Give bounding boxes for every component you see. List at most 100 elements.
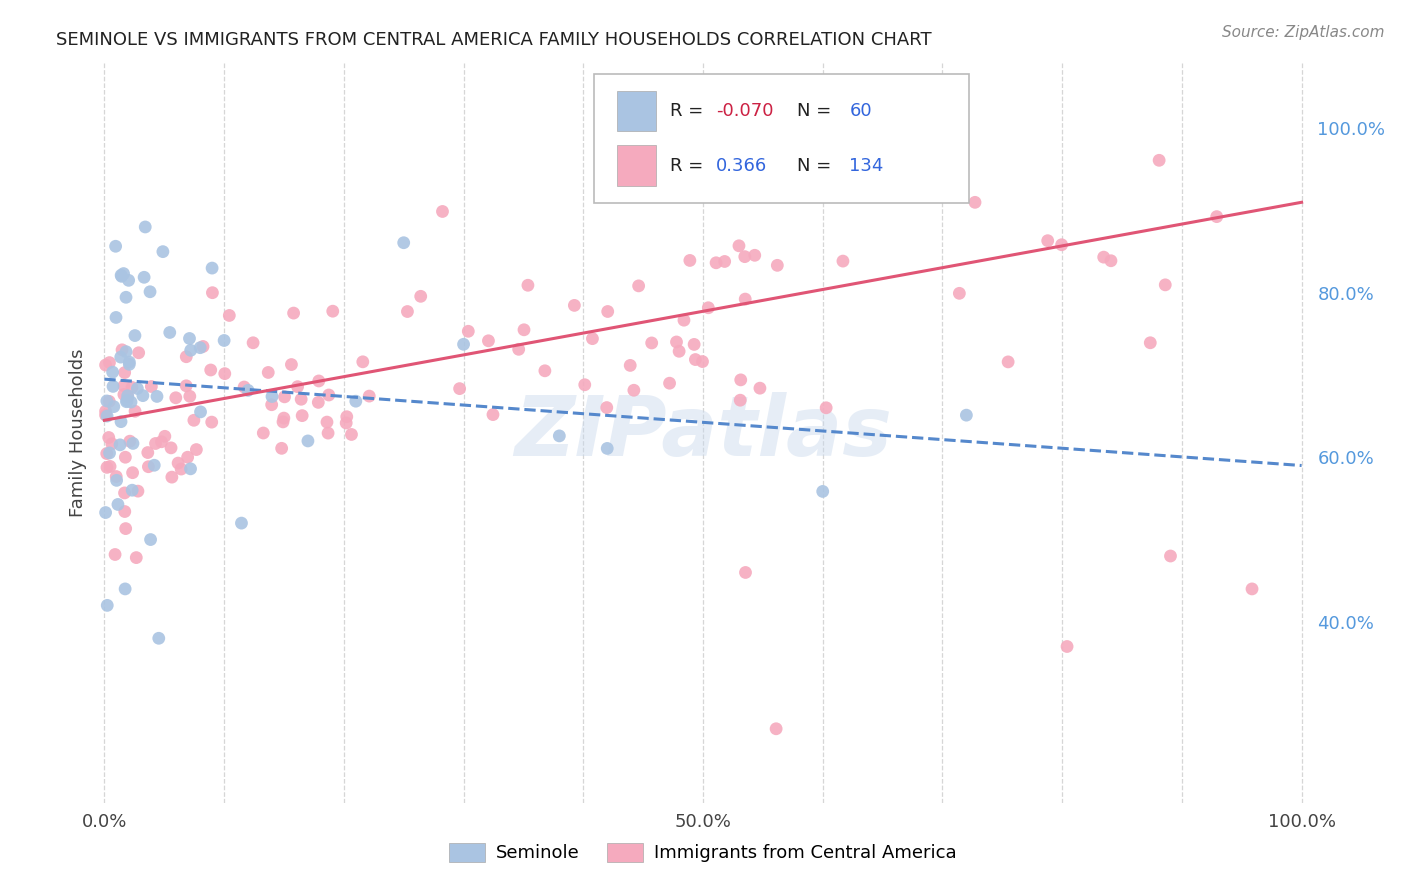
Point xyxy=(713,254,735,268)
Point xyxy=(477,334,499,348)
Point xyxy=(683,337,706,351)
Point xyxy=(280,358,302,372)
Point xyxy=(115,344,138,359)
Point xyxy=(290,392,312,407)
Point xyxy=(658,376,681,391)
Text: N =: N = xyxy=(797,102,838,120)
Point xyxy=(179,389,201,403)
Point xyxy=(125,550,148,565)
Point xyxy=(316,426,339,441)
Point xyxy=(152,244,174,259)
Point xyxy=(188,341,211,355)
Point xyxy=(815,401,838,415)
Point xyxy=(115,290,138,304)
Y-axis label: Family Households: Family Households xyxy=(69,349,87,516)
Point xyxy=(201,285,224,300)
Point xyxy=(596,442,619,456)
Point xyxy=(114,504,136,518)
Point xyxy=(260,398,283,412)
Point xyxy=(105,310,128,325)
Point xyxy=(127,382,149,396)
Text: 0.366: 0.366 xyxy=(716,157,768,175)
Point xyxy=(122,436,145,450)
Point xyxy=(128,345,150,359)
FancyBboxPatch shape xyxy=(595,73,969,203)
Text: Source: ZipAtlas.com: Source: ZipAtlas.com xyxy=(1222,25,1385,40)
Point xyxy=(623,384,645,398)
Point xyxy=(201,261,224,276)
Point xyxy=(180,462,202,476)
Point xyxy=(233,380,256,394)
Point xyxy=(730,373,752,387)
Point xyxy=(134,270,156,285)
Point xyxy=(105,469,128,483)
Point xyxy=(1056,640,1078,654)
Point xyxy=(117,390,139,404)
Point xyxy=(1092,250,1115,264)
Point xyxy=(273,411,295,425)
Point xyxy=(138,459,160,474)
Point xyxy=(1154,277,1177,292)
Point xyxy=(176,450,198,465)
Point xyxy=(287,380,309,394)
Point xyxy=(336,409,359,424)
Point xyxy=(697,301,720,315)
Point xyxy=(236,384,259,398)
Point xyxy=(291,409,314,423)
Point xyxy=(114,366,136,380)
Point xyxy=(548,429,571,443)
Point xyxy=(101,437,124,451)
Point xyxy=(118,355,141,369)
Point xyxy=(273,390,295,404)
Point xyxy=(728,393,751,408)
Point xyxy=(359,389,381,403)
Point xyxy=(734,250,756,264)
Point xyxy=(508,343,530,357)
Point xyxy=(318,388,340,402)
Point xyxy=(1050,237,1073,252)
Point xyxy=(104,548,127,562)
Point xyxy=(160,441,183,455)
Point xyxy=(596,401,619,415)
Point xyxy=(242,335,264,350)
Point xyxy=(153,429,176,443)
Point xyxy=(308,374,330,388)
Point xyxy=(107,498,129,512)
Point xyxy=(744,248,766,262)
Point xyxy=(997,355,1019,369)
Point xyxy=(955,408,977,422)
Point xyxy=(1205,210,1227,224)
Point xyxy=(257,366,280,380)
Point xyxy=(104,239,127,253)
Point xyxy=(114,522,136,536)
Point xyxy=(103,400,125,414)
Point xyxy=(344,394,367,409)
Point xyxy=(174,379,197,393)
Point xyxy=(110,415,132,429)
Point xyxy=(672,313,695,327)
Point xyxy=(513,323,536,337)
Point xyxy=(115,393,138,408)
Point xyxy=(145,436,167,450)
Point xyxy=(124,404,146,418)
Point xyxy=(482,408,505,422)
Text: SEMINOLE VS IMMIGRANTS FROM CENTRAL AMERICA FAMILY HOUSEHOLDS CORRELATION CHART: SEMINOLE VS IMMIGRANTS FROM CENTRAL AMER… xyxy=(56,31,932,49)
Point xyxy=(118,434,141,449)
Point xyxy=(307,395,329,409)
Point xyxy=(1159,549,1181,563)
Point xyxy=(111,343,134,357)
Point xyxy=(96,599,118,613)
Point xyxy=(101,379,124,393)
Point xyxy=(98,446,121,460)
Point xyxy=(340,427,363,442)
Point xyxy=(270,442,292,456)
Point xyxy=(596,304,619,318)
Point xyxy=(581,332,603,346)
Point xyxy=(201,415,224,429)
Point xyxy=(117,273,139,287)
Point xyxy=(679,253,702,268)
Point xyxy=(191,339,214,353)
Text: ZIPatlas: ZIPatlas xyxy=(515,392,891,473)
Point xyxy=(174,350,197,364)
Point xyxy=(108,438,131,452)
